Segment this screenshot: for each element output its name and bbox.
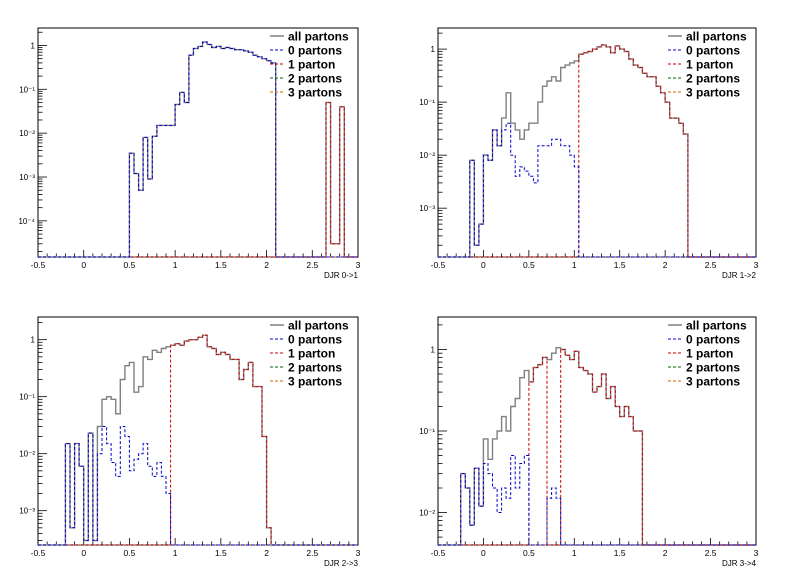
- series-p1-histogram: [38, 334, 358, 546]
- x-axis-label: DJR 3->4: [722, 559, 757, 568]
- x-tick-label: 2: [264, 548, 269, 558]
- legend-label-p2: 2 partons: [288, 72, 342, 86]
- x-tick-label: 0: [481, 548, 486, 558]
- legend-label-p3: 3 partons: [686, 375, 740, 389]
- x-tick-label: 0.5: [124, 548, 136, 558]
- y-tick-label: 10⁻²: [19, 450, 35, 459]
- y-tick-label: 10⁻¹: [19, 393, 35, 402]
- y-tick-label: 10⁻⁴: [18, 217, 35, 226]
- x-tick-label: 3: [754, 548, 759, 558]
- y-tick-label: 10⁻²: [419, 151, 435, 160]
- series-p0-histogram: [38, 41, 358, 258]
- x-tick-label: -0.5: [31, 548, 46, 558]
- x-tick-label: 1.5: [215, 548, 227, 558]
- x-tick-label: 3: [356, 548, 361, 558]
- x-tick-label: 3: [356, 260, 361, 270]
- series-all-histogram: [438, 347, 756, 546]
- legend-label-p2: 2 partons: [686, 72, 740, 86]
- y-tick-label: 10⁻¹: [19, 85, 35, 94]
- legend-label-all: all partons: [288, 319, 349, 333]
- series-p1-histogram: [438, 349, 756, 546]
- x-axis-label: DJR 0->1: [324, 271, 359, 280]
- x-tick-label: 0: [81, 548, 86, 558]
- x-tick-label: 0.5: [124, 260, 136, 270]
- x-tick-label: 2: [264, 260, 269, 270]
- x-tick-label: 0: [481, 260, 486, 270]
- series-p1-histogram: [38, 102, 358, 258]
- plot-frame: [437, 27, 757, 258]
- y-tick-label: 10⁻³: [419, 204, 435, 213]
- y-tick-label: 1: [431, 45, 436, 54]
- y-tick-label: 1: [431, 345, 436, 354]
- legend-label-all: all partons: [288, 30, 349, 44]
- x-tick-label: 2: [663, 260, 668, 270]
- legend-label-p3: 3 partons: [288, 375, 342, 389]
- legend-label-all: all partons: [686, 30, 747, 44]
- x-tick-label: 3: [754, 260, 759, 270]
- legend-label-p2: 2 partons: [288, 361, 342, 375]
- y-tick-label: 10⁻²: [19, 129, 35, 138]
- y-tick-label: 1: [31, 336, 36, 345]
- legend-label-p0: 0 partons: [288, 44, 342, 58]
- x-tick-label: 1.5: [614, 260, 626, 270]
- legend-label-p3: 3 partons: [288, 86, 342, 100]
- legend-label-p0: 0 partons: [288, 333, 342, 347]
- series-p0-histogram: [438, 122, 756, 258]
- series-p0-histogram: [38, 426, 358, 546]
- x-tick-label: 1: [173, 548, 178, 558]
- legend-label-p0: 0 partons: [686, 333, 740, 347]
- legend-label-p0: 0 partons: [686, 44, 740, 58]
- x-tick-label: 1: [572, 548, 577, 558]
- x-tick-label: 1.5: [215, 260, 227, 270]
- legend-label-p1: 1 parton: [686, 58, 733, 72]
- x-axis-label: DJR 1->2: [722, 271, 757, 280]
- y-tick-label: 1: [31, 41, 36, 50]
- x-tick-label: 2.5: [705, 260, 717, 270]
- x-tick-label: 2.5: [306, 260, 318, 270]
- x-tick-label: 0.5: [523, 548, 535, 558]
- series-p0-histogram: [438, 455, 756, 546]
- x-tick-label: 2.5: [306, 548, 318, 558]
- y-tick-label: 10⁻³: [19, 507, 35, 516]
- y-tick-label: 10⁻¹: [419, 427, 435, 436]
- x-tick-label: -0.5: [431, 548, 446, 558]
- x-tick-label: 0.5: [523, 260, 535, 270]
- legend-label-p1: 1 parton: [288, 58, 335, 72]
- x-tick-label: -0.5: [431, 260, 446, 270]
- x-tick-label: 2: [663, 548, 668, 558]
- legend-label-all: all partons: [686, 319, 747, 333]
- y-tick-label: 10⁻²: [419, 509, 435, 518]
- x-tick-label: 0: [81, 260, 86, 270]
- y-tick-label: 10⁻¹: [419, 98, 435, 107]
- legend-label-p2: 2 partons: [686, 361, 740, 375]
- x-tick-label: 1.5: [614, 548, 626, 558]
- legend-label-p1: 1 parton: [686, 347, 733, 361]
- legend-label-p1: 1 parton: [288, 347, 335, 361]
- x-tick-label: 1: [572, 260, 577, 270]
- x-tick-label: -0.5: [31, 260, 46, 270]
- series-p1-histogram: [438, 44, 756, 258]
- legend-label-p3: 3 partons: [686, 86, 740, 100]
- x-tick-label: 1: [173, 260, 178, 270]
- x-axis-label: DJR 2->3: [324, 559, 359, 568]
- x-tick-label: 2.5: [705, 548, 717, 558]
- y-tick-label: 10⁻³: [19, 173, 35, 182]
